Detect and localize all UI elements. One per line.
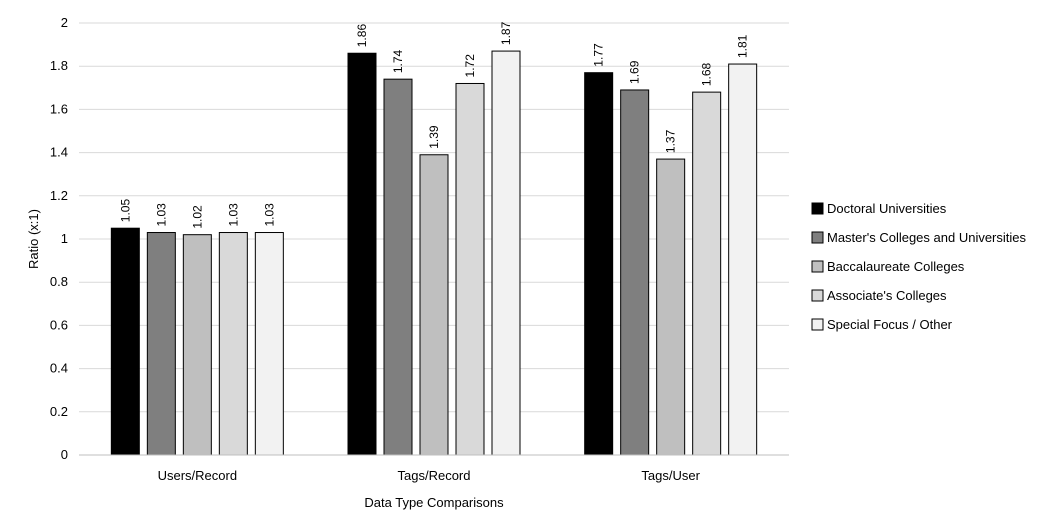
bar	[584, 72, 614, 456]
legend-label: Master's Colleges and Universities	[827, 230, 1027, 245]
data-label: 1.87	[499, 21, 513, 45]
data-label: 1.03	[262, 203, 276, 227]
x-tick-label: Users/Record	[158, 468, 237, 483]
bar	[656, 158, 686, 456]
y-tick-label: 0	[61, 447, 68, 462]
legend-swatch	[811, 231, 824, 244]
legend-swatch	[811, 318, 824, 331]
y-tick-label: 1.4	[50, 145, 68, 160]
data-label: 1.74	[391, 49, 405, 73]
data-label: 1.77	[592, 43, 606, 67]
bar	[419, 154, 449, 456]
data-label: 1.02	[190, 205, 204, 229]
y-tick-label: 1	[61, 231, 68, 246]
data-label: 1.03	[226, 203, 240, 227]
data-label: 1.81	[736, 34, 750, 58]
data-label: 1.69	[628, 60, 642, 84]
data-label: 1.05	[118, 199, 132, 223]
legend-label: Associate's Colleges	[827, 288, 947, 303]
bar	[455, 82, 485, 456]
x-axis-tick-labels: Users/Record Tags/Record Tags/User	[158, 468, 701, 483]
legend-label: Doctoral Universities	[827, 201, 947, 216]
data-label: 1.86	[355, 24, 369, 48]
y-tick-label: 0.4	[50, 361, 68, 376]
y-tick-label: 0.6	[50, 317, 68, 332]
bar	[182, 234, 212, 456]
bar	[146, 232, 176, 456]
bar	[254, 232, 284, 456]
legend-swatch	[811, 289, 824, 302]
y-tick-label: 1.6	[50, 101, 68, 116]
legend: Doctoral Universities Master's Colleges a…	[811, 201, 1027, 332]
y-tick-label: 0.2	[50, 404, 68, 419]
legend-swatch	[811, 202, 824, 215]
bar	[347, 52, 377, 456]
y-axis-title: Ratio (x:1)	[26, 209, 41, 269]
bar	[110, 227, 140, 456]
y-tick-label: 0.8	[50, 274, 68, 289]
y-axis-tick-labels: 0 0.2 0.4 0.6 0.8 1 1.2 1.4 1.6 1.8 2	[50, 15, 68, 462]
data-label: 1.72	[463, 54, 477, 78]
x-axis-title: Data Type Comparisons	[364, 495, 504, 510]
legend-label: Special Focus / Other	[827, 317, 953, 332]
legend-swatch	[811, 260, 824, 273]
data-label: 1.39	[427, 125, 441, 149]
bar	[728, 63, 758, 456]
x-tick-label: Tags/Record	[398, 468, 471, 483]
bar	[620, 89, 650, 456]
data-label: 1.68	[700, 62, 714, 86]
bar	[491, 50, 521, 456]
x-tick-label: Tags/User	[641, 468, 700, 483]
y-tick-label: 1.8	[50, 58, 68, 73]
bar	[692, 91, 722, 456]
data-label: 1.03	[154, 203, 168, 227]
bar	[383, 78, 413, 456]
y-tick-label: 2	[61, 15, 68, 30]
bar	[218, 232, 248, 456]
legend-label: Baccalaureate Colleges	[827, 259, 965, 274]
bars: 1.05 1.03 1.02 1.03 1.03 1.86 1.74 1.39 1.72 1.87…	[110, 21, 758, 456]
y-tick-label: 1.2	[50, 188, 68, 203]
data-label: 1.37	[664, 129, 678, 153]
